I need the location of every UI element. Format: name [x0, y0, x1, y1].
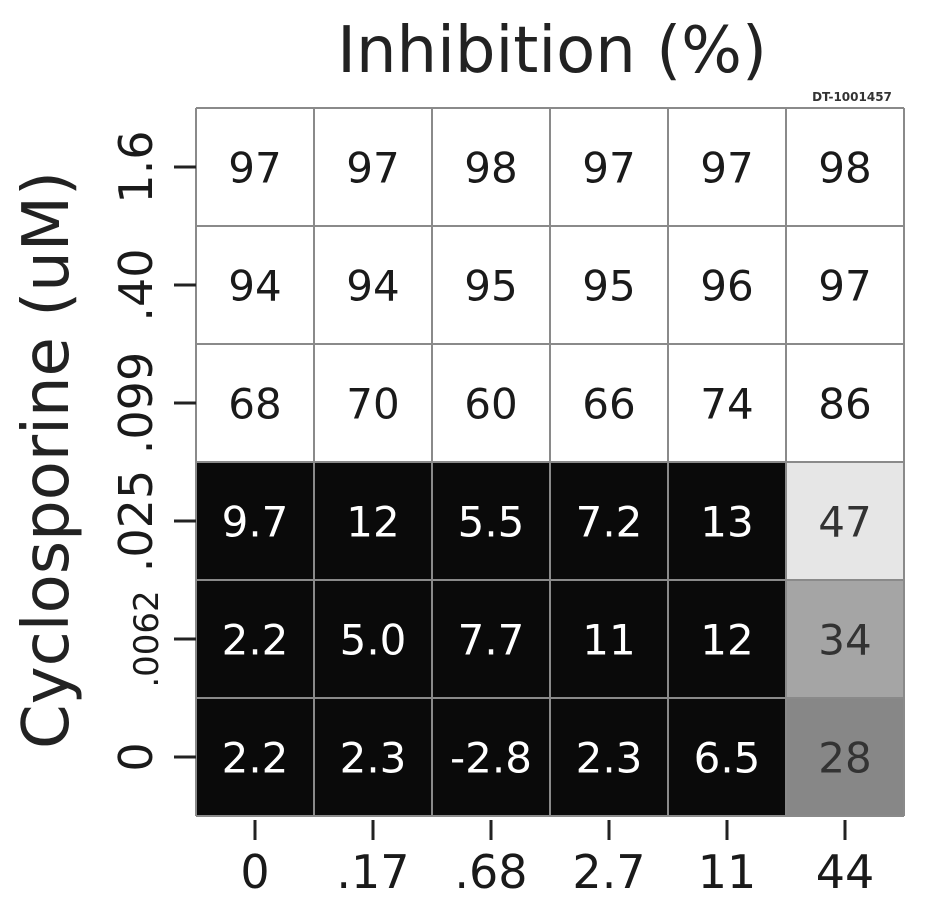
heatmap-cell [668, 226, 786, 344]
heatmap-cell [314, 698, 432, 816]
y-tick-label: .025 [109, 470, 163, 572]
cell-value-label: 11 [582, 616, 635, 665]
heatmap-cell [550, 462, 668, 580]
cell-value-label: 98 [818, 144, 871, 193]
x-tick-label: 44 [816, 845, 875, 899]
cell-value-label: 97 [346, 144, 399, 193]
heatmap-grid [195, 107, 905, 817]
cell-value-label: 34 [818, 616, 871, 665]
cell-value-label: 97 [582, 144, 635, 193]
cell-value-label: 13 [700, 498, 753, 547]
cell-value-label: 66 [582, 380, 635, 429]
heatmap-cell [432, 698, 550, 816]
cell-value-label: 28 [818, 734, 871, 783]
cell-value-label: 12 [346, 498, 399, 547]
y-tick-label: .0062 [127, 590, 167, 687]
cell-value-label: 9.7 [222, 498, 289, 547]
heatmap-cell [668, 344, 786, 462]
y-axis-label: Cyclosporine (uM) [10, 171, 84, 749]
cell-value-label: 12 [700, 616, 753, 665]
y-tick-label: 1.6 [109, 130, 163, 203]
heatmap-cell [550, 344, 668, 462]
cell-value-label: 86 [818, 380, 871, 429]
heatmap-cell [786, 108, 904, 226]
x-tick-label: 11 [698, 845, 757, 899]
heatmap-cell [314, 108, 432, 226]
cell-value-label: 5.5 [458, 498, 525, 547]
cell-value-label: 95 [464, 262, 517, 311]
cell-value-label: 6.5 [694, 734, 761, 783]
cell-value-label: 2.3 [340, 734, 407, 783]
cell-value-label: -2.8 [450, 734, 532, 783]
heatmap-cell [196, 344, 314, 462]
heatmap-cell [786, 344, 904, 462]
corner-code: DT-1001457 [812, 90, 892, 104]
cell-value-label: 70 [346, 380, 399, 429]
heatmap-cell [432, 344, 550, 462]
heatmap-cell [432, 108, 550, 226]
heatmap-cell [314, 226, 432, 344]
heatmap-cell [196, 108, 314, 226]
cell-value-label: 94 [228, 262, 281, 311]
heatmap-cell [550, 108, 668, 226]
heatmap-cell [668, 462, 786, 580]
x-tick-label: 2.7 [572, 845, 645, 899]
heatmap-cell [668, 108, 786, 226]
heatmap-cell [314, 462, 432, 580]
heatmap-cell [786, 462, 904, 580]
heatmap-cell [196, 698, 314, 816]
cell-value-label: 7.2 [576, 498, 643, 547]
heatmap-cell [432, 462, 550, 580]
cell-value-label: 97 [700, 144, 753, 193]
heatmap-cell [314, 580, 432, 698]
cell-value-label: 95 [582, 262, 635, 311]
chart-title: Inhibition (%) [337, 14, 767, 88]
heatmap-cell [668, 580, 786, 698]
cell-value-label: 5.0 [340, 616, 407, 665]
heatmap-cell [432, 226, 550, 344]
cell-value-label: 94 [346, 262, 399, 311]
heatmap-cell [196, 462, 314, 580]
x-tick-label: 0 [240, 845, 269, 899]
heatmap-cell [786, 580, 904, 698]
cell-value-label: 2.2 [222, 616, 289, 665]
cell-value-label: 96 [700, 262, 753, 311]
y-tick-label: 0 [109, 742, 163, 771]
x-axis-ticks: 0 .17 .68 2.7 11 44 [240, 820, 874, 899]
cell-value-label: 97 [228, 144, 281, 193]
cell-value-label: 97 [818, 262, 871, 311]
heatmap-cell [432, 580, 550, 698]
y-tick-label: .099 [109, 352, 163, 454]
cell-value-label: 47 [818, 498, 871, 547]
cell-value-label: 68 [228, 380, 281, 429]
y-axis-ticks: 1.6 .40 .099 .025 .0062 0 [109, 130, 196, 772]
y-tick-label: .40 [109, 248, 163, 321]
x-tick-label: .17 [336, 845, 409, 899]
heatmap-cell [196, 226, 314, 344]
heatmap-cells: 97 97 98 97 97 98 94 94 95 95 96 97 68 70 60 66 74 86 9.7 1… [196, 108, 904, 816]
cell-value-label: 7.7 [458, 616, 525, 665]
cell-value-label: 74 [700, 380, 753, 429]
x-tick-label: .68 [454, 845, 527, 899]
heatmap-cell [786, 698, 904, 816]
heatmap-cell [314, 344, 432, 462]
heatmap-cell [786, 226, 904, 344]
cell-value-label: 98 [464, 144, 517, 193]
heatmap-cell [196, 580, 314, 698]
cell-value-label: 60 [464, 380, 517, 429]
cell-value-label: 2.2 [222, 734, 289, 783]
heatmap-cell [668, 698, 786, 816]
cell-value-label: 2.3 [576, 734, 643, 783]
heatmap-cell [550, 698, 668, 816]
heatmap-cell [550, 580, 668, 698]
heatmap-cell [550, 226, 668, 344]
